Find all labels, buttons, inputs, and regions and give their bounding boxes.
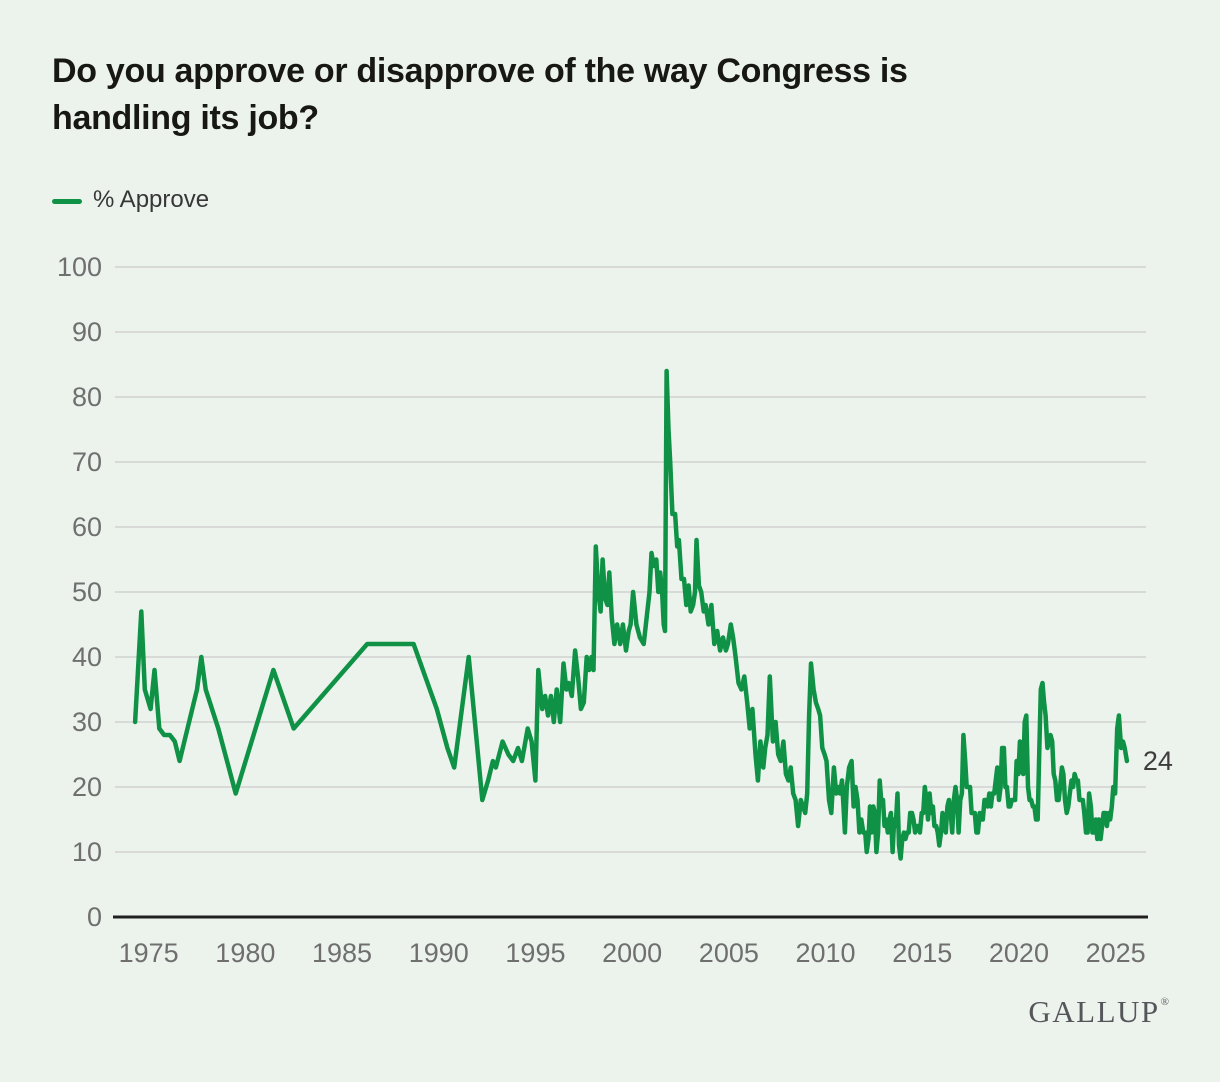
legend-line-swatch-icon	[52, 198, 82, 204]
y-axis-tick-label-40: 40	[72, 642, 102, 672]
y-axis-tick-label-100: 100	[57, 252, 102, 282]
x-axis-tick-label-1990: 1990	[409, 938, 469, 968]
chart-legend: % Approve	[52, 186, 209, 214]
y-axis-tick-label-30: 30	[72, 707, 102, 737]
approve-series-line	[132, 368, 1130, 861]
y-axis-tick-label-80: 80	[72, 382, 102, 412]
legend-series-label: % Approve	[93, 186, 210, 213]
x-axis-tick-label-2000: 2000	[602, 938, 662, 968]
gallup-logo-text: GALLUP	[1028, 994, 1160, 1029]
x-axis-tick-label-1980: 1980	[215, 938, 275, 968]
y-axis-tick-label-70: 70	[72, 447, 102, 477]
y-axis-tick-label-50: 50	[72, 577, 102, 607]
page-title-line-2: handling its job?	[52, 99, 319, 137]
page-title-line-1: Do you approve or disapprove of the way …	[52, 52, 908, 90]
y-axis-tick-label-60: 60	[72, 512, 102, 542]
latest-value-label: 24	[1143, 746, 1173, 776]
x-axis-tick-label-2015: 2015	[892, 938, 952, 968]
y-axis-tick-label-10: 10	[72, 837, 102, 867]
x-axis-tick-label-2025: 2025	[1086, 938, 1146, 968]
y-axis-tick-label-90: 90	[72, 317, 102, 347]
y-axis-tick-label-0: 0	[87, 902, 102, 932]
x-axis-tick-label-1975: 1975	[119, 938, 179, 968]
gallup-logo: GALLUP®	[1028, 994, 1169, 1030]
x-axis-tick-label-2020: 2020	[989, 938, 1049, 968]
x-axis-tick-label-2010: 2010	[796, 938, 856, 968]
x-axis-tick-label-1985: 1985	[312, 938, 372, 968]
page-title: Do you approve or disapprove of the way …	[52, 48, 1112, 142]
x-axis-tick-label-2005: 2005	[699, 938, 759, 968]
registered-trademark-icon: ®	[1160, 996, 1169, 1008]
y-axis-tick-label-20: 20	[72, 772, 102, 802]
x-axis-tick-label-1995: 1995	[505, 938, 565, 968]
